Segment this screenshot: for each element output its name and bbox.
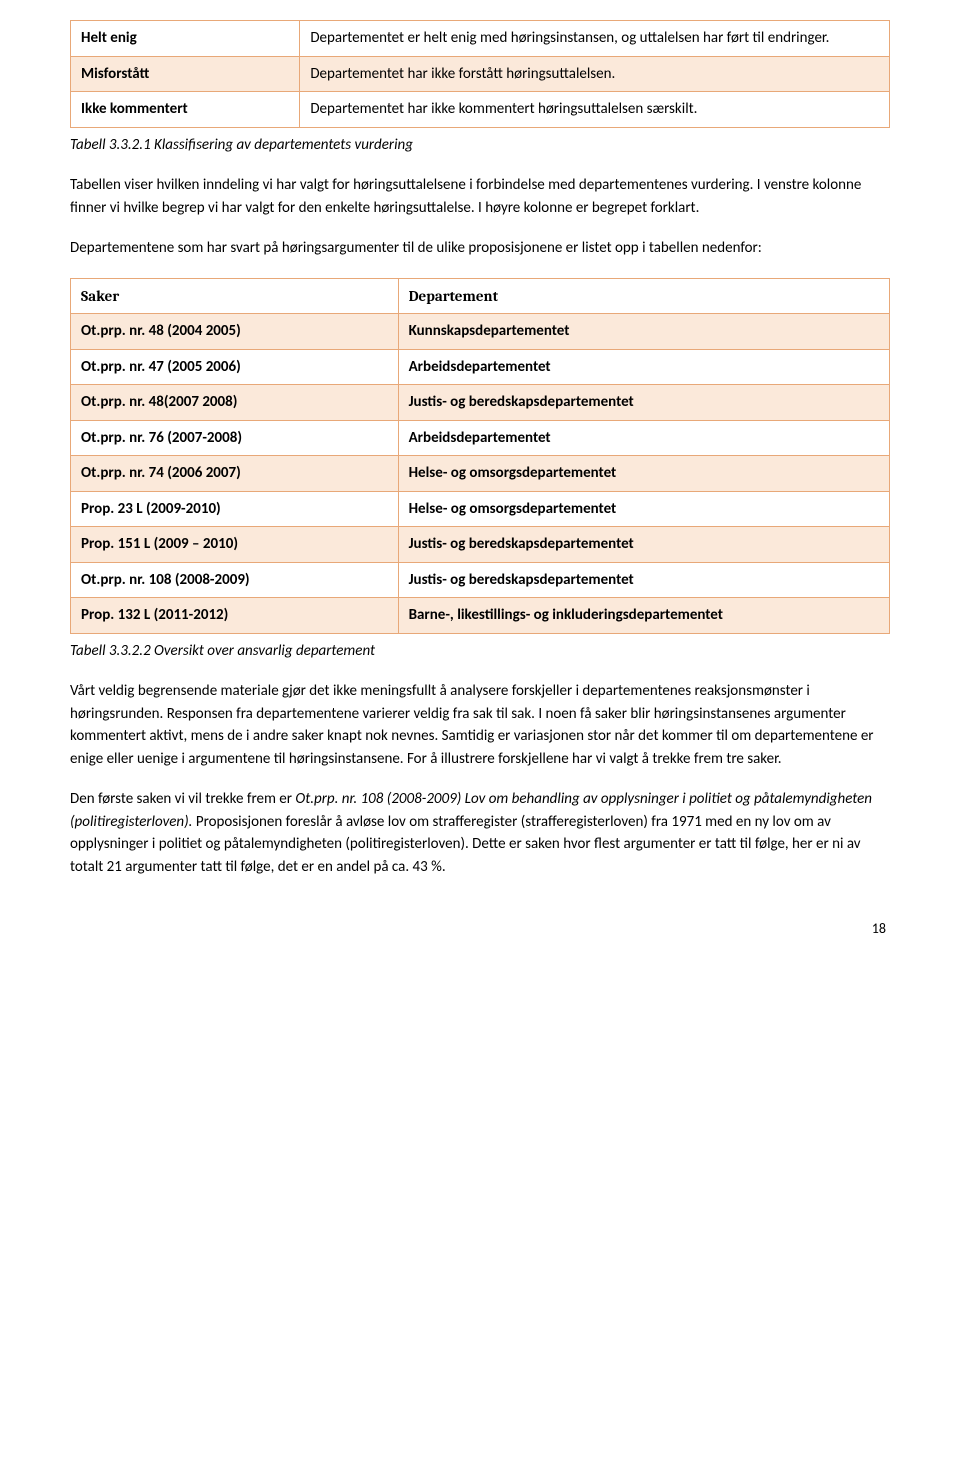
table-row: Ot.prp. nr. 48 (2004 2005)Kunnskapsdepar… [71, 314, 890, 350]
paragraph-3: Vårt veldig begrensende materiale gjør d… [70, 680, 890, 770]
paragraph-4: Den første saken vi vil trekke frem er O… [70, 788, 890, 878]
table1-caption: Tabell 3.3.2.1 Klassifisering av departe… [70, 134, 890, 157]
para4-lead: Den første saken vi vil trekke frem er [70, 790, 295, 808]
table-row: Prop. 151 L (2009 – 2010)Justis- og bere… [71, 527, 890, 563]
department-name: Arbeidsdepartementet [398, 349, 889, 385]
table-row: Ot.prp. nr. 108 (2008-2009)Justis- og be… [71, 562, 890, 598]
department-name: Helse- og omsorgsdepartementet [398, 456, 889, 492]
page-number: 18 [70, 918, 890, 939]
table2-header-departement: Departement [398, 278, 889, 314]
classification-desc: Departementet har ikke forstått høringsu… [300, 56, 890, 92]
case-name: Prop. 151 L (2009 – 2010) [71, 527, 399, 563]
classification-desc: Departementet har ikke kommentert høring… [300, 92, 890, 128]
table-row: Ot.prp. nr. 48(2007 2008)Justis- og bere… [71, 385, 890, 421]
case-name: Ot.prp. nr. 48 (2004 2005) [71, 314, 399, 350]
department-name: Helse- og omsorgsdepartementet [398, 491, 889, 527]
department-overview-table: Saker Departement Ot.prp. nr. 48 (2004 2… [70, 278, 890, 634]
case-name: Prop. 23 L (2009-2010) [71, 491, 399, 527]
department-name: Justis- og beredskapsdepartementet [398, 527, 889, 563]
case-name: Ot.prp. nr. 47 (2005 2006) [71, 349, 399, 385]
table-row: Ot.prp. nr. 74 (2006 2007)Helse- og omso… [71, 456, 890, 492]
table-row: MisforståttDepartementet har ikke forstå… [71, 56, 890, 92]
table-row: Prop. 23 L (2009-2010)Helse- og omsorgsd… [71, 491, 890, 527]
table-row: Ikke kommentertDepartementet har ikke ko… [71, 92, 890, 128]
department-name: Justis- og beredskapsdepartementet [398, 562, 889, 598]
paragraph-2: Departementene som har svart på høringsa… [70, 237, 890, 260]
case-name: Ot.prp. nr. 74 (2006 2007) [71, 456, 399, 492]
department-name: Barne-, likestillings- og inkluderingsde… [398, 598, 889, 634]
table-row: Helt enigDepartementet er helt enig med … [71, 21, 890, 57]
case-name: Prop. 132 L (2011-2012) [71, 598, 399, 634]
classification-term: Helt enig [71, 21, 300, 57]
table2-header-saker: Saker [71, 278, 399, 314]
classification-desc: Departementet er helt enig med høringsin… [300, 21, 890, 57]
department-name: Kunnskapsdepartementet [398, 314, 889, 350]
case-name: Ot.prp. nr. 76 (2007-2008) [71, 420, 399, 456]
case-name: Ot.prp. nr. 48(2007 2008) [71, 385, 399, 421]
table2-caption: Tabell 3.3.2.2 Oversikt over ansvarlig d… [70, 640, 890, 663]
department-name: Justis- og beredskapsdepartementet [398, 385, 889, 421]
classification-term: Misforstått [71, 56, 300, 92]
table-row: Prop. 132 L (2011-2012)Barne-, likestill… [71, 598, 890, 634]
classification-table: Helt enigDepartementet er helt enig med … [70, 20, 890, 128]
table-row: Ot.prp. nr. 76 (2007-2008)Arbeidsdeparte… [71, 420, 890, 456]
table-row: Ot.prp. nr. 47 (2005 2006)Arbeidsdeparte… [71, 349, 890, 385]
case-name: Ot.prp. nr. 108 (2008-2009) [71, 562, 399, 598]
classification-term: Ikke kommentert [71, 92, 300, 128]
department-name: Arbeidsdepartementet [398, 420, 889, 456]
paragraph-1: Tabellen viser hvilken inndeling vi har … [70, 174, 890, 219]
